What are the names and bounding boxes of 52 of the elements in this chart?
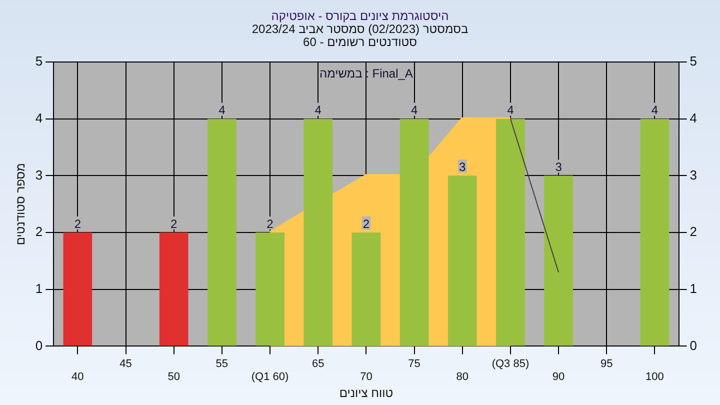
y-tick-label: 4 — [35, 110, 43, 126]
x-tick-label: 90 — [552, 371, 565, 384]
bar — [208, 118, 236, 346]
x-tick-label: 70 — [360, 371, 372, 384]
y-tick-label: 3 — [35, 167, 43, 182]
bar — [544, 176, 573, 346]
data-label: 4 — [410, 103, 418, 118]
x-tick-label: 80 — [456, 371, 468, 384]
x-tick-label: 100 — [646, 371, 664, 384]
bar — [352, 232, 381, 346]
bar — [496, 118, 525, 346]
chart-subtitle: בסמסטר (02/2023) סמסטר אביב 2023/24 סטודנטים רשומים - 60 — [250, 22, 470, 49]
data-label: 3 — [459, 160, 466, 174]
y2-tick-label: 2 — [690, 224, 698, 240]
x-tick-label: 45 — [120, 358, 132, 370]
bar — [256, 232, 284, 346]
y-tick-label: 5 — [35, 54, 43, 69]
data-label: 4 — [314, 103, 322, 118]
data-label: 4 — [651, 103, 658, 118]
x-axis-title: טווח ציונים — [339, 386, 394, 400]
y2-tick-label: 0 — [690, 338, 698, 353]
data-label: 2 — [170, 216, 178, 231]
data-label: 2 — [266, 216, 274, 231]
x-tick-label: 55 — [216, 358, 228, 370]
annotation: Final_A : במשימה — [319, 66, 413, 80]
bar — [448, 176, 477, 346]
data-label: 3 — [555, 160, 562, 174]
data-label: 2 — [362, 216, 370, 231]
x-tick-label: 75 — [408, 358, 420, 370]
data-label: 2 — [74, 216, 82, 231]
x-tick-label: 65 — [312, 358, 324, 370]
y-tick-label: 2 — [35, 224, 43, 240]
bar — [640, 118, 670, 346]
y-axis-title: מספר סטודנטים — [14, 163, 28, 246]
x-tick-label: 50 — [168, 371, 180, 384]
y2-tick-label: 4 — [690, 110, 698, 126]
x-tick-label: (Q1 60) — [251, 371, 289, 384]
data-label: 4 — [507, 103, 514, 118]
y2-tick-label: 1 — [690, 280, 698, 296]
bar — [400, 118, 429, 346]
bar — [159, 232, 188, 346]
y-tick-label: 1 — [35, 280, 43, 296]
x-tick-label: (Q3 85) — [492, 358, 530, 370]
x-tick-label: 95 — [600, 358, 613, 370]
chart-title: היסטוגרמת ציונים בקורס - אופטיקה — [270, 9, 450, 23]
x-tick-label: 40 — [72, 371, 84, 384]
bar — [63, 232, 92, 346]
y2-tick-label: 3 — [690, 167, 698, 182]
bar — [304, 118, 333, 346]
data-label: 4 — [218, 103, 226, 118]
y-tick-label: 0 — [35, 338, 43, 353]
y2-tick-label: 5 — [690, 54, 698, 69]
